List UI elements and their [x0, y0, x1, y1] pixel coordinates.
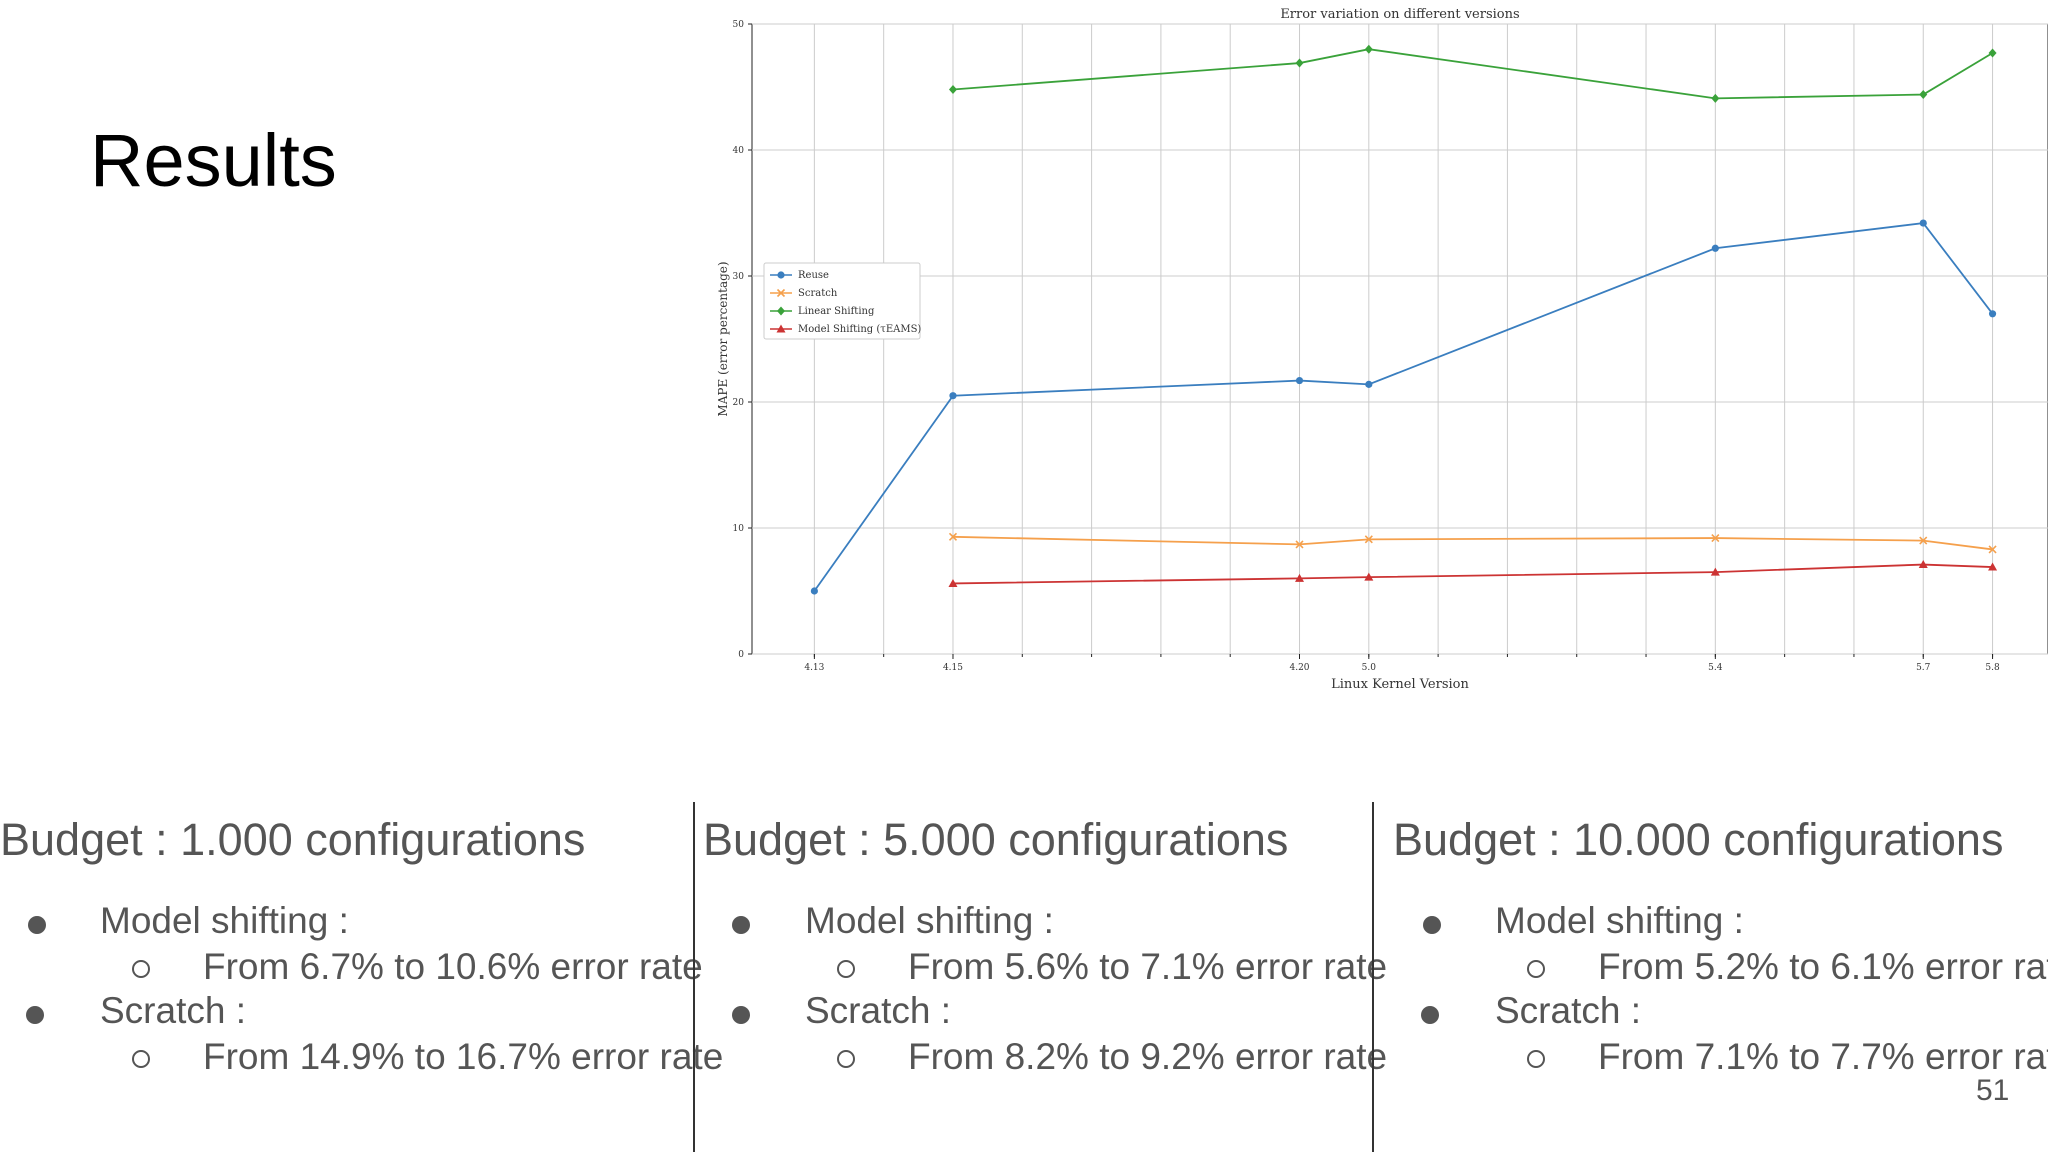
sub-bullet-icon — [132, 1050, 150, 1068]
data-point — [948, 85, 957, 95]
data-point — [810, 587, 818, 595]
data-point — [949, 392, 957, 400]
y-tick-label: 40 — [733, 146, 745, 156]
y-tick-label: 20 — [733, 398, 745, 408]
data-point — [776, 324, 786, 333]
x-tick-label: 4.20 — [1289, 663, 1309, 673]
data-point — [1295, 58, 1304, 68]
legend-label: Reuse — [798, 270, 829, 281]
data-point — [1988, 562, 1998, 571]
data-point — [1711, 93, 1720, 103]
error-variation-chart: 0 10 20 30 40 50 4.13 4.15 4.20 5.0 5.4 5.7 5.8 Error… — [716, 7, 2048, 692]
budget-heading: Budget : 10.000 configurations — [1393, 814, 2004, 865]
data-point-stroke — [1988, 545, 1997, 554]
budget-column-3: Budget : 10.000 configurations Model shi… — [1393, 800, 2048, 1152]
legend-label: Scratch — [798, 288, 838, 299]
y-axis-label: MAPE (error percentage) — [716, 261, 730, 416]
y-tick-label: 10 — [733, 524, 745, 534]
model-shifting-range: From 6.7% to 10.6% error rate — [203, 946, 703, 987]
sub-bullet-icon — [837, 960, 855, 978]
data-point — [777, 306, 785, 316]
scratch-range: From 7.1% to 7.7% error rate — [1598, 1036, 2048, 1077]
x-tick-label: 5.7 — [1916, 663, 1931, 673]
sub-bullet-icon — [1527, 960, 1545, 978]
y-tick-label: 50 — [733, 20, 745, 30]
data-point — [1364, 44, 1373, 54]
data-point-stroke — [1919, 536, 1928, 545]
data-point — [1919, 219, 1927, 227]
series-linear-shifting — [948, 44, 1997, 103]
scratch-range: From 14.9% to 16.7% error rate — [203, 1036, 724, 1077]
series-line — [952, 563, 1993, 585]
bullet-icon — [1423, 916, 1441, 934]
bullet-icon — [732, 916, 750, 934]
data-point-stroke — [1711, 534, 1720, 543]
sub-bullet-icon — [132, 960, 150, 978]
bullet-icon — [26, 1006, 44, 1024]
model-shifting-label: Model shifting : — [100, 900, 349, 941]
x-tick-label: 4.13 — [804, 663, 824, 673]
budget-heading: Budget : 1.000 configurations — [0, 814, 586, 865]
series-model-shifting-eams- — [948, 560, 1998, 587]
data-point — [1295, 573, 1305, 582]
budget-heading: Budget : 5.000 configurations — [703, 814, 1289, 865]
data-point — [1918, 560, 1928, 569]
data-point-stroke — [776, 288, 786, 298]
model-shifting-label: Model shifting : — [1495, 900, 1744, 941]
chart-title: Error variation on different versions — [1280, 7, 1519, 22]
x-axis-label: Linux Kernel Version — [1331, 677, 1469, 692]
bullet-icon — [732, 1006, 750, 1024]
legend-box — [763, 262, 921, 340]
data-point — [777, 271, 785, 279]
data-point — [1988, 310, 1997, 318]
data-point — [1365, 380, 1373, 388]
bullet-icon — [28, 916, 46, 934]
data-point — [948, 578, 958, 587]
scratch-label: Scratch : — [805, 990, 951, 1031]
series-line — [952, 48, 1994, 100]
x-tick-label: 5.8 — [1985, 663, 2000, 673]
legend-label: Model Shifting (τEAMS) — [798, 324, 921, 335]
data-point — [1364, 572, 1374, 581]
data-point-stroke — [1364, 535, 1373, 544]
sub-bullet-icon — [837, 1050, 855, 1068]
y-tick-label: 30 — [733, 272, 745, 282]
data-point-stroke — [948, 532, 958, 541]
legend: Reuse Scratch Linear Shifting Model Shiftin… — [763, 262, 921, 340]
data-point — [1710, 567, 1720, 576]
x-tick-label: 5.4 — [1708, 663, 1723, 673]
scratch-label: Scratch : — [100, 990, 246, 1031]
series-scratch — [948, 532, 1997, 554]
sub-bullet-icon — [1527, 1050, 1545, 1068]
model-shifting-range: From 5.2% to 6.1% error rate — [1598, 946, 2048, 987]
slide-title: Results — [90, 119, 337, 202]
budget-column-1: Budget : 1.000 configurations Model shif… — [0, 800, 723, 1152]
page-number: 51 — [1976, 1074, 2010, 1107]
scratch-range: From 8.2% to 9.2% error rate — [908, 1036, 1388, 1077]
data-point — [1988, 48, 1997, 58]
bullet-icon — [1421, 1006, 1439, 1024]
x-tick-label: 5.0 — [1362, 663, 1377, 673]
model-shifting-range: From 5.6% to 7.1% error rate — [908, 946, 1388, 987]
column-divider — [1372, 802, 1374, 1152]
y-tick-label: 0 — [738, 650, 744, 660]
model-shifting-label: Model shifting : — [805, 900, 1054, 941]
series-reuse — [810, 219, 1997, 595]
column-divider — [693, 802, 695, 1152]
plot-area — [751, 23, 2048, 655]
budget-column-2: Budget : 5.000 configurations Model shif… — [703, 800, 1387, 1152]
data-point — [1711, 244, 1719, 252]
scratch-label: Scratch : — [1495, 990, 1641, 1031]
data-point-stroke — [1295, 540, 1304, 549]
x-tick-label: 4.15 — [943, 663, 963, 673]
legend-label: Linear Shifting — [798, 306, 875, 317]
data-point — [1919, 90, 1928, 100]
data-point — [1295, 376, 1304, 385]
series-line — [952, 535, 1993, 551]
